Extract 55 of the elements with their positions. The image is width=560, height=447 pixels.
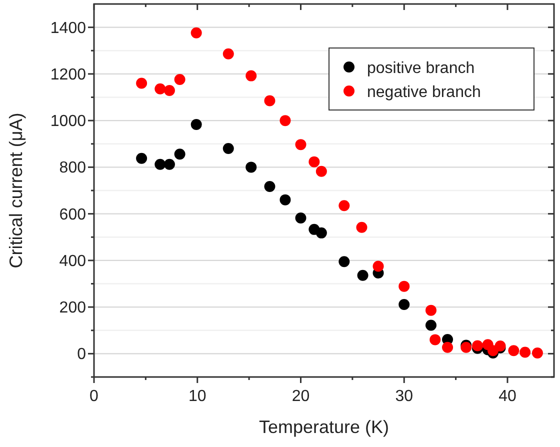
- y-axis-title: Critical current (μA): [6, 112, 26, 268]
- x-tick-label: 30: [395, 388, 414, 405]
- x-tick-label: 0: [90, 388, 99, 405]
- point: [280, 194, 291, 206]
- legend-label: negative branch: [367, 84, 481, 101]
- point: [338, 256, 350, 268]
- point: [398, 280, 410, 292]
- point: [442, 342, 454, 353]
- point: [398, 299, 410, 310]
- point: [136, 152, 148, 164]
- point: [190, 119, 202, 130]
- x-tick-label: 40: [498, 388, 516, 405]
- point: [508, 345, 520, 356]
- y-tick-label: 1000: [50, 113, 86, 130]
- y-tick-label: 400: [59, 252, 86, 270]
- point: [264, 181, 276, 192]
- point: [246, 70, 257, 82]
- point: [372, 260, 384, 272]
- point: [338, 200, 350, 212]
- point: [295, 212, 306, 224]
- point: [520, 346, 531, 358]
- point: [532, 347, 543, 358]
- point: [164, 158, 175, 170]
- point: [246, 162, 257, 173]
- x-tick-label: 10: [188, 388, 206, 405]
- y-tick-label: 1400: [50, 20, 86, 37]
- point: [190, 27, 202, 38]
- point: [316, 166, 327, 177]
- point: [154, 83, 166, 94]
- point: [357, 270, 368, 281]
- legend-label: positive branch: [367, 60, 475, 77]
- y-tick-label: 600: [59, 206, 86, 224]
- point: [356, 222, 368, 233]
- point: [295, 139, 306, 150]
- point: [316, 227, 327, 238]
- y-tick-label: 1200: [50, 66, 86, 84]
- x-tick-label: 20: [292, 388, 310, 405]
- point: [472, 340, 484, 352]
- point: [174, 148, 186, 160]
- point: [264, 95, 276, 106]
- point: [164, 84, 175, 96]
- point: [154, 158, 166, 170]
- point: [174, 74, 186, 86]
- point: [430, 334, 441, 346]
- point: [222, 143, 234, 154]
- point: [222, 48, 234, 60]
- point: [136, 78, 148, 89]
- point: [425, 304, 436, 316]
- y-tick-label: 200: [59, 300, 86, 317]
- y-tick-label: 0: [77, 346, 86, 364]
- x-axis-title: Temperature (K): [258, 417, 390, 437]
- point: [280, 115, 291, 126]
- point: [425, 320, 436, 331]
- y-tick-label: 800: [59, 160, 86, 177]
- point: [308, 156, 320, 168]
